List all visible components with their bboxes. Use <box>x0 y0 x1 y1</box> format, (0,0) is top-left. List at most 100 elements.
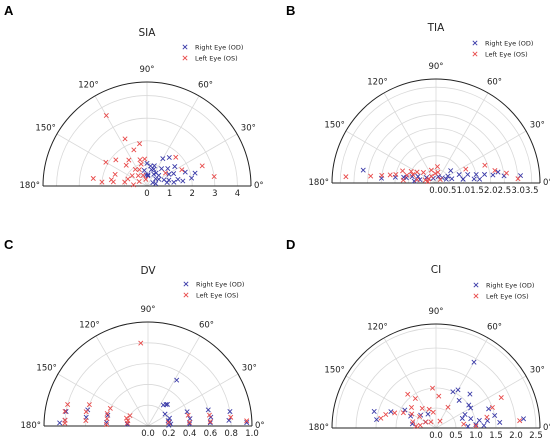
point-right-eye <box>520 416 527 422</box>
grid-spoke <box>383 92 437 184</box>
point-left-eye <box>489 404 495 410</box>
point-right-eye <box>360 167 366 173</box>
point-left-eye <box>420 169 426 175</box>
legend-label: Right Eye (OD) <box>486 282 534 290</box>
legend-marker <box>472 40 478 46</box>
theta-tick-label: 0° <box>543 423 550 433</box>
theta-tick-label: 90° <box>428 307 443 317</box>
point-left-eye <box>408 404 415 410</box>
point-left-eye <box>211 174 217 180</box>
theta-tick-label: 180° <box>20 181 40 191</box>
point-right-eye <box>411 178 417 184</box>
point-right-eye <box>490 172 496 178</box>
point-right-eye <box>465 171 471 178</box>
point-left-eye <box>429 385 436 391</box>
point-left-eye <box>83 409 89 415</box>
point-right-eye <box>166 415 173 421</box>
point-right-eye <box>172 164 178 170</box>
point-left-eye <box>112 171 118 177</box>
point-right-eye <box>187 421 193 427</box>
chart-title: TIA <box>427 22 446 34</box>
legend-label: Right Eye (OD) <box>195 44 243 52</box>
point-left-eye <box>173 154 179 160</box>
panel-label-b: B <box>286 3 296 18</box>
point-right-eye <box>227 409 233 415</box>
point-left-eye <box>437 418 443 424</box>
grid-spoke <box>57 373 149 427</box>
theta-tick-label: 90° <box>140 305 155 315</box>
point-right-eye <box>486 406 492 412</box>
point-left-eye <box>463 166 469 172</box>
theta-tick-label: 120° <box>367 323 387 333</box>
point-right-eye <box>449 176 455 182</box>
point-left-eye <box>445 404 451 410</box>
theta-tick-label: 120° <box>79 321 99 331</box>
legend: Right Eye (OD) Left Eye (OS) <box>472 40 533 59</box>
legend-marker <box>473 282 479 288</box>
r-tick-label: 0.5 <box>443 186 457 196</box>
grid-spoke <box>345 375 437 429</box>
point-left-eye <box>430 409 436 415</box>
theta-tick-label: 30° <box>242 364 257 374</box>
point-left-eye <box>405 391 411 397</box>
point-left-eye <box>425 179 431 185</box>
point-left-eye <box>368 173 374 179</box>
r-tick-label: 0.0 <box>141 429 155 439</box>
point-left-eye <box>437 176 443 183</box>
point-left-eye <box>515 176 521 182</box>
polar-frame <box>43 321 253 427</box>
point-right-eye <box>495 169 501 175</box>
point-left-eye <box>136 167 142 173</box>
point-right-eye <box>448 168 454 174</box>
point-left-eye <box>482 162 488 168</box>
point-right-eye <box>164 179 170 185</box>
legend-marker <box>182 55 188 61</box>
point-right-eye <box>226 417 232 423</box>
r-tick-label: 3 <box>212 189 217 199</box>
legend: Right Eye (OD) Left Eye (OS) <box>473 282 534 301</box>
grid-spoke <box>147 335 201 427</box>
point-right-eye <box>174 377 180 383</box>
point-left-eye <box>473 423 479 429</box>
point-left-eye <box>110 179 116 185</box>
point-left-eye <box>412 395 418 402</box>
point-right-eye <box>189 175 195 181</box>
point-right-eye <box>465 423 471 429</box>
legend-label: Left Eye (OS) <box>195 55 238 63</box>
theta-tick-label: 180° <box>21 421 41 431</box>
point-left-eye <box>130 182 137 188</box>
chart-title: SIA <box>139 27 157 39</box>
r-tick-label: 2.0 <box>484 186 498 196</box>
point-right-eye <box>171 171 177 177</box>
point-left-eye <box>392 410 398 416</box>
point-right-eye <box>481 422 487 429</box>
point-left-eye <box>104 411 110 417</box>
theta-tick-label: 30° <box>530 366 545 376</box>
r-tick-label: 3.0 <box>511 186 525 196</box>
point-right-eye <box>192 170 198 176</box>
point-left-eye <box>122 179 128 185</box>
point-left-eye <box>422 177 428 183</box>
r-tick-label: 1.0 <box>245 429 259 439</box>
point-right-eye <box>459 415 465 421</box>
point-right-eye <box>159 166 165 172</box>
point-left-eye <box>140 172 146 178</box>
point-left-eye <box>419 405 425 411</box>
point-right-eye <box>450 389 456 395</box>
panel-label-d: D <box>286 237 296 252</box>
point-left-eye <box>107 405 113 411</box>
point-left-eye <box>90 175 96 181</box>
point-left-eye <box>426 406 432 412</box>
point-left-eye <box>379 172 385 178</box>
theta-tick-label: 30° <box>241 124 256 134</box>
legend-label: Left Eye (OS) <box>485 51 528 59</box>
point-right-eye <box>175 176 181 182</box>
chart-title: DV <box>140 265 156 277</box>
point-left-eye <box>132 166 138 172</box>
point-right-eye <box>184 409 190 415</box>
point-right-eye <box>244 420 250 426</box>
theta-tick-label: 0° <box>254 181 264 191</box>
legend-marker <box>183 292 189 298</box>
theta-tick-label: 120° <box>367 78 387 88</box>
